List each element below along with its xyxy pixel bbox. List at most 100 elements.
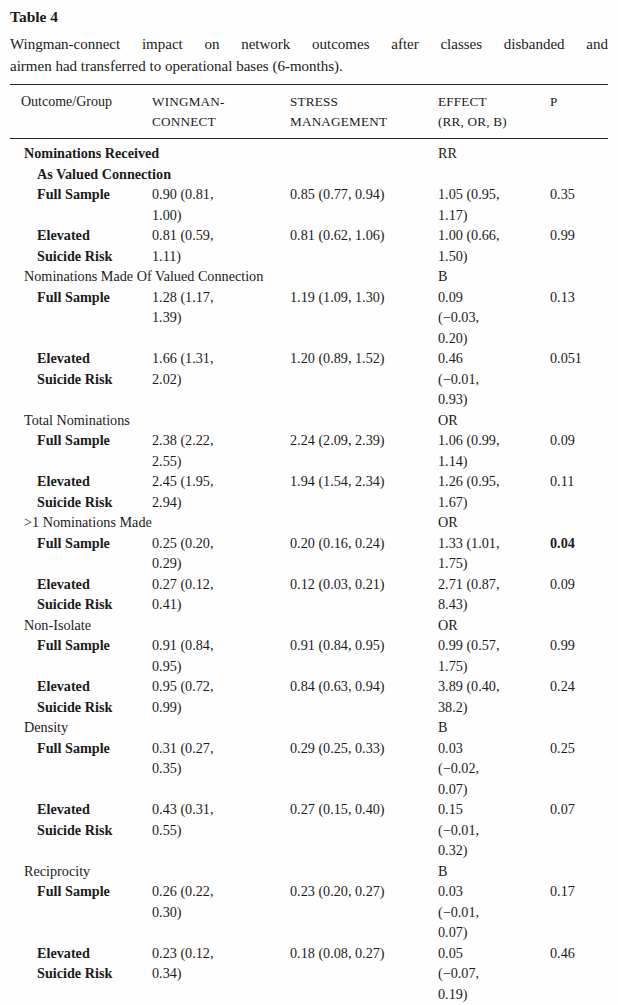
p-cell: 0.25 bbox=[550, 738, 608, 800]
row-label: Full Sample bbox=[10, 430, 152, 471]
p-cell: 0.13 bbox=[550, 287, 608, 349]
p-cell: 0.07 bbox=[550, 799, 608, 861]
row-label: As Valued Connection bbox=[10, 164, 438, 185]
p-cell bbox=[550, 410, 608, 431]
effect-type-cell: OR bbox=[438, 615, 550, 636]
p-cell: 0.09 bbox=[550, 430, 608, 471]
effect-cell: 0.05 (−0.07, 0.19) bbox=[438, 943, 550, 1005]
wingman-connect-cell: 0.81 (0.59, 1.11) bbox=[152, 225, 290, 266]
p-cell: 0.46 bbox=[550, 943, 608, 1005]
table-row: Elevated Suicide Risk0.27 (0.12, 0.41) 0.… bbox=[10, 574, 608, 615]
effect-cell: 1.05 (0.95, 1.17) bbox=[438, 184, 550, 225]
stress-management-cell: 0.29 (0.25, 0.33) bbox=[290, 738, 438, 800]
table-row: Elevated Suicide Risk0.95 (0.72, 0.99)0.… bbox=[10, 676, 608, 717]
header-outcome-group: Outcome/Group bbox=[10, 85, 152, 139]
p-cell bbox=[550, 717, 608, 738]
stress-management-cell: 0.20 (0.16, 0.24) bbox=[290, 533, 438, 574]
row-label: Full Sample bbox=[10, 287, 152, 349]
table-row: Elevated Suicide Risk2.45 (1.95, 2.94) 1.… bbox=[10, 471, 608, 512]
p-cell bbox=[550, 512, 608, 533]
table-row: Elevated Suicide Risk0.23 (0.12, 0.34)0.… bbox=[10, 943, 608, 1005]
table-row: Nominations ReceivedRR bbox=[10, 139, 608, 164]
row-label: Elevated Suicide Risk bbox=[10, 943, 152, 1005]
p-cell: 0.09 bbox=[550, 574, 608, 615]
p-cell bbox=[550, 861, 608, 882]
effect-cell: 1.00 (0.66, 1.50) bbox=[438, 225, 550, 266]
row-label: Reciprocity bbox=[10, 861, 438, 882]
table-row: Full Sample0.91 (0.84, 0.95)0.91 (0.84, … bbox=[10, 635, 608, 676]
effect-cell: 0.99 (0.57, 1.75) bbox=[438, 635, 550, 676]
row-label: Nominations Received bbox=[10, 139, 438, 164]
effect-cell: 0.09 (−0.03, 0.20) bbox=[438, 287, 550, 349]
caption-line-2: airmen had transferred to operational ba… bbox=[10, 56, 608, 78]
wingman-connect-cell: 1.66 (1.31, 2.02) bbox=[152, 348, 290, 410]
p-cell: 0.99 bbox=[550, 225, 608, 266]
row-label: Nominations Made Of Valued Connection bbox=[10, 266, 438, 287]
table-row: As Valued Connection bbox=[10, 164, 608, 185]
stress-management-cell: 0.85 (0.77, 0.94) bbox=[290, 184, 438, 225]
stress-management-cell: 0.84 (0.63, 0.94) bbox=[290, 676, 438, 717]
table-caption: Wingman-connect impact on network outcom… bbox=[10, 34, 608, 77]
wingman-connect-cell: 0.27 (0.12, 0.41) bbox=[152, 574, 290, 615]
effect-type-cell: RR bbox=[438, 139, 550, 164]
row-label: Non-Isolate bbox=[10, 615, 438, 636]
paper-table-page: Table 4 Wingman-connect impact on networ… bbox=[0, 0, 618, 1005]
wingman-connect-cell: 0.31 (0.27, 0.35) bbox=[152, 738, 290, 800]
row-label: Full Sample bbox=[10, 881, 152, 943]
table-title: Table 4 bbox=[10, 8, 608, 26]
table-header: Outcome/Group WINGMAN- CONNECT STRESS MA… bbox=[10, 85, 608, 139]
effect-type-cell: B bbox=[438, 266, 550, 287]
wingman-connect-cell: 2.45 (1.95, 2.94) bbox=[152, 471, 290, 512]
row-label: Elevated Suicide Risk bbox=[10, 574, 152, 615]
row-label: Full Sample bbox=[10, 635, 152, 676]
p-cell: 0.11 bbox=[550, 471, 608, 512]
header-p: P bbox=[550, 85, 608, 139]
effect-type-cell: OR bbox=[438, 410, 550, 431]
table-row: DensityB bbox=[10, 717, 608, 738]
table-row: Elevated Suicide Risk0.43 (0.31, 0.55)0.… bbox=[10, 799, 608, 861]
wingman-connect-cell: 0.91 (0.84, 0.95) bbox=[152, 635, 290, 676]
p-cell bbox=[550, 615, 608, 636]
effect-cell: 1.33 (1.01, 1.75) bbox=[438, 533, 550, 574]
effect-cell: 0.03 (−0.02, 0.07) bbox=[438, 738, 550, 800]
effect-cell: 1.26 (0.95, 1.67) bbox=[438, 471, 550, 512]
p-cell bbox=[550, 139, 608, 164]
table-row: Full Sample2.38 (2.22, 2.55)2.24 (2.09, … bbox=[10, 430, 608, 471]
table-row: Full Sample0.26 (0.22, 0.30)0.23 (0.20, … bbox=[10, 881, 608, 943]
p-cell: 0.35 bbox=[550, 184, 608, 225]
stress-management-cell: 2.24 (2.09, 2.39) bbox=[290, 430, 438, 471]
header-stress-management: STRESS MANAGEMENT bbox=[290, 85, 438, 139]
table-row: Non-IsolateOR bbox=[10, 615, 608, 636]
wingman-connect-cell: 0.23 (0.12, 0.34) bbox=[152, 943, 290, 1005]
p-cell: 0.04 bbox=[550, 533, 608, 574]
table-row: Elevated Suicide Risk0.81 (0.59, 1.11)0.… bbox=[10, 225, 608, 266]
table-row: Total NominationsOR bbox=[10, 410, 608, 431]
stress-management-cell: 0.18 (0.08, 0.27) bbox=[290, 943, 438, 1005]
effect-cell: 3.89 (0.40, 38.2) bbox=[438, 676, 550, 717]
p-cell: 0.051 bbox=[550, 348, 608, 410]
effect-cell: 1.06 (0.99, 1.14) bbox=[438, 430, 550, 471]
p-cell bbox=[550, 164, 608, 185]
table-row: Full Sample1.28 (1.17, 1.39)1.19 (1.09, … bbox=[10, 287, 608, 349]
results-table: Outcome/Group WINGMAN- CONNECT STRESS MA… bbox=[10, 84, 608, 1005]
caption-line-1: Wingman-connect impact on network outcom… bbox=[10, 34, 608, 56]
wingman-connect-cell: 0.25 (0.20, 0.29) bbox=[152, 533, 290, 574]
row-label: Full Sample bbox=[10, 533, 152, 574]
row-label: Elevated Suicide Risk bbox=[10, 471, 152, 512]
p-cell: 0.24 bbox=[550, 676, 608, 717]
header-row: Outcome/Group WINGMAN- CONNECT STRESS MA… bbox=[10, 85, 608, 139]
wingman-connect-cell: 2.38 (2.22, 2.55) bbox=[152, 430, 290, 471]
effect-cell: 0.15 (−0.01, 0.32) bbox=[438, 799, 550, 861]
stress-management-cell: 0.23 (0.20, 0.27) bbox=[290, 881, 438, 943]
header-effect: EFFECT (RR, OR, B) bbox=[438, 85, 550, 139]
p-cell: 0.17 bbox=[550, 881, 608, 943]
table-row: Full Sample0.90 (0.81, 1.00)0.85 (0.77, … bbox=[10, 184, 608, 225]
table-row: Nominations Made Of Valued ConnectionB bbox=[10, 266, 608, 287]
row-label: Full Sample bbox=[10, 184, 152, 225]
effect-type-cell bbox=[438, 164, 550, 185]
p-cell: 0.99 bbox=[550, 635, 608, 676]
stress-management-cell: 0.81 (0.62, 1.06) bbox=[290, 225, 438, 266]
row-label: Total Nominations bbox=[10, 410, 438, 431]
row-label: Elevated Suicide Risk bbox=[10, 799, 152, 861]
table-row: ReciprocityB bbox=[10, 861, 608, 882]
